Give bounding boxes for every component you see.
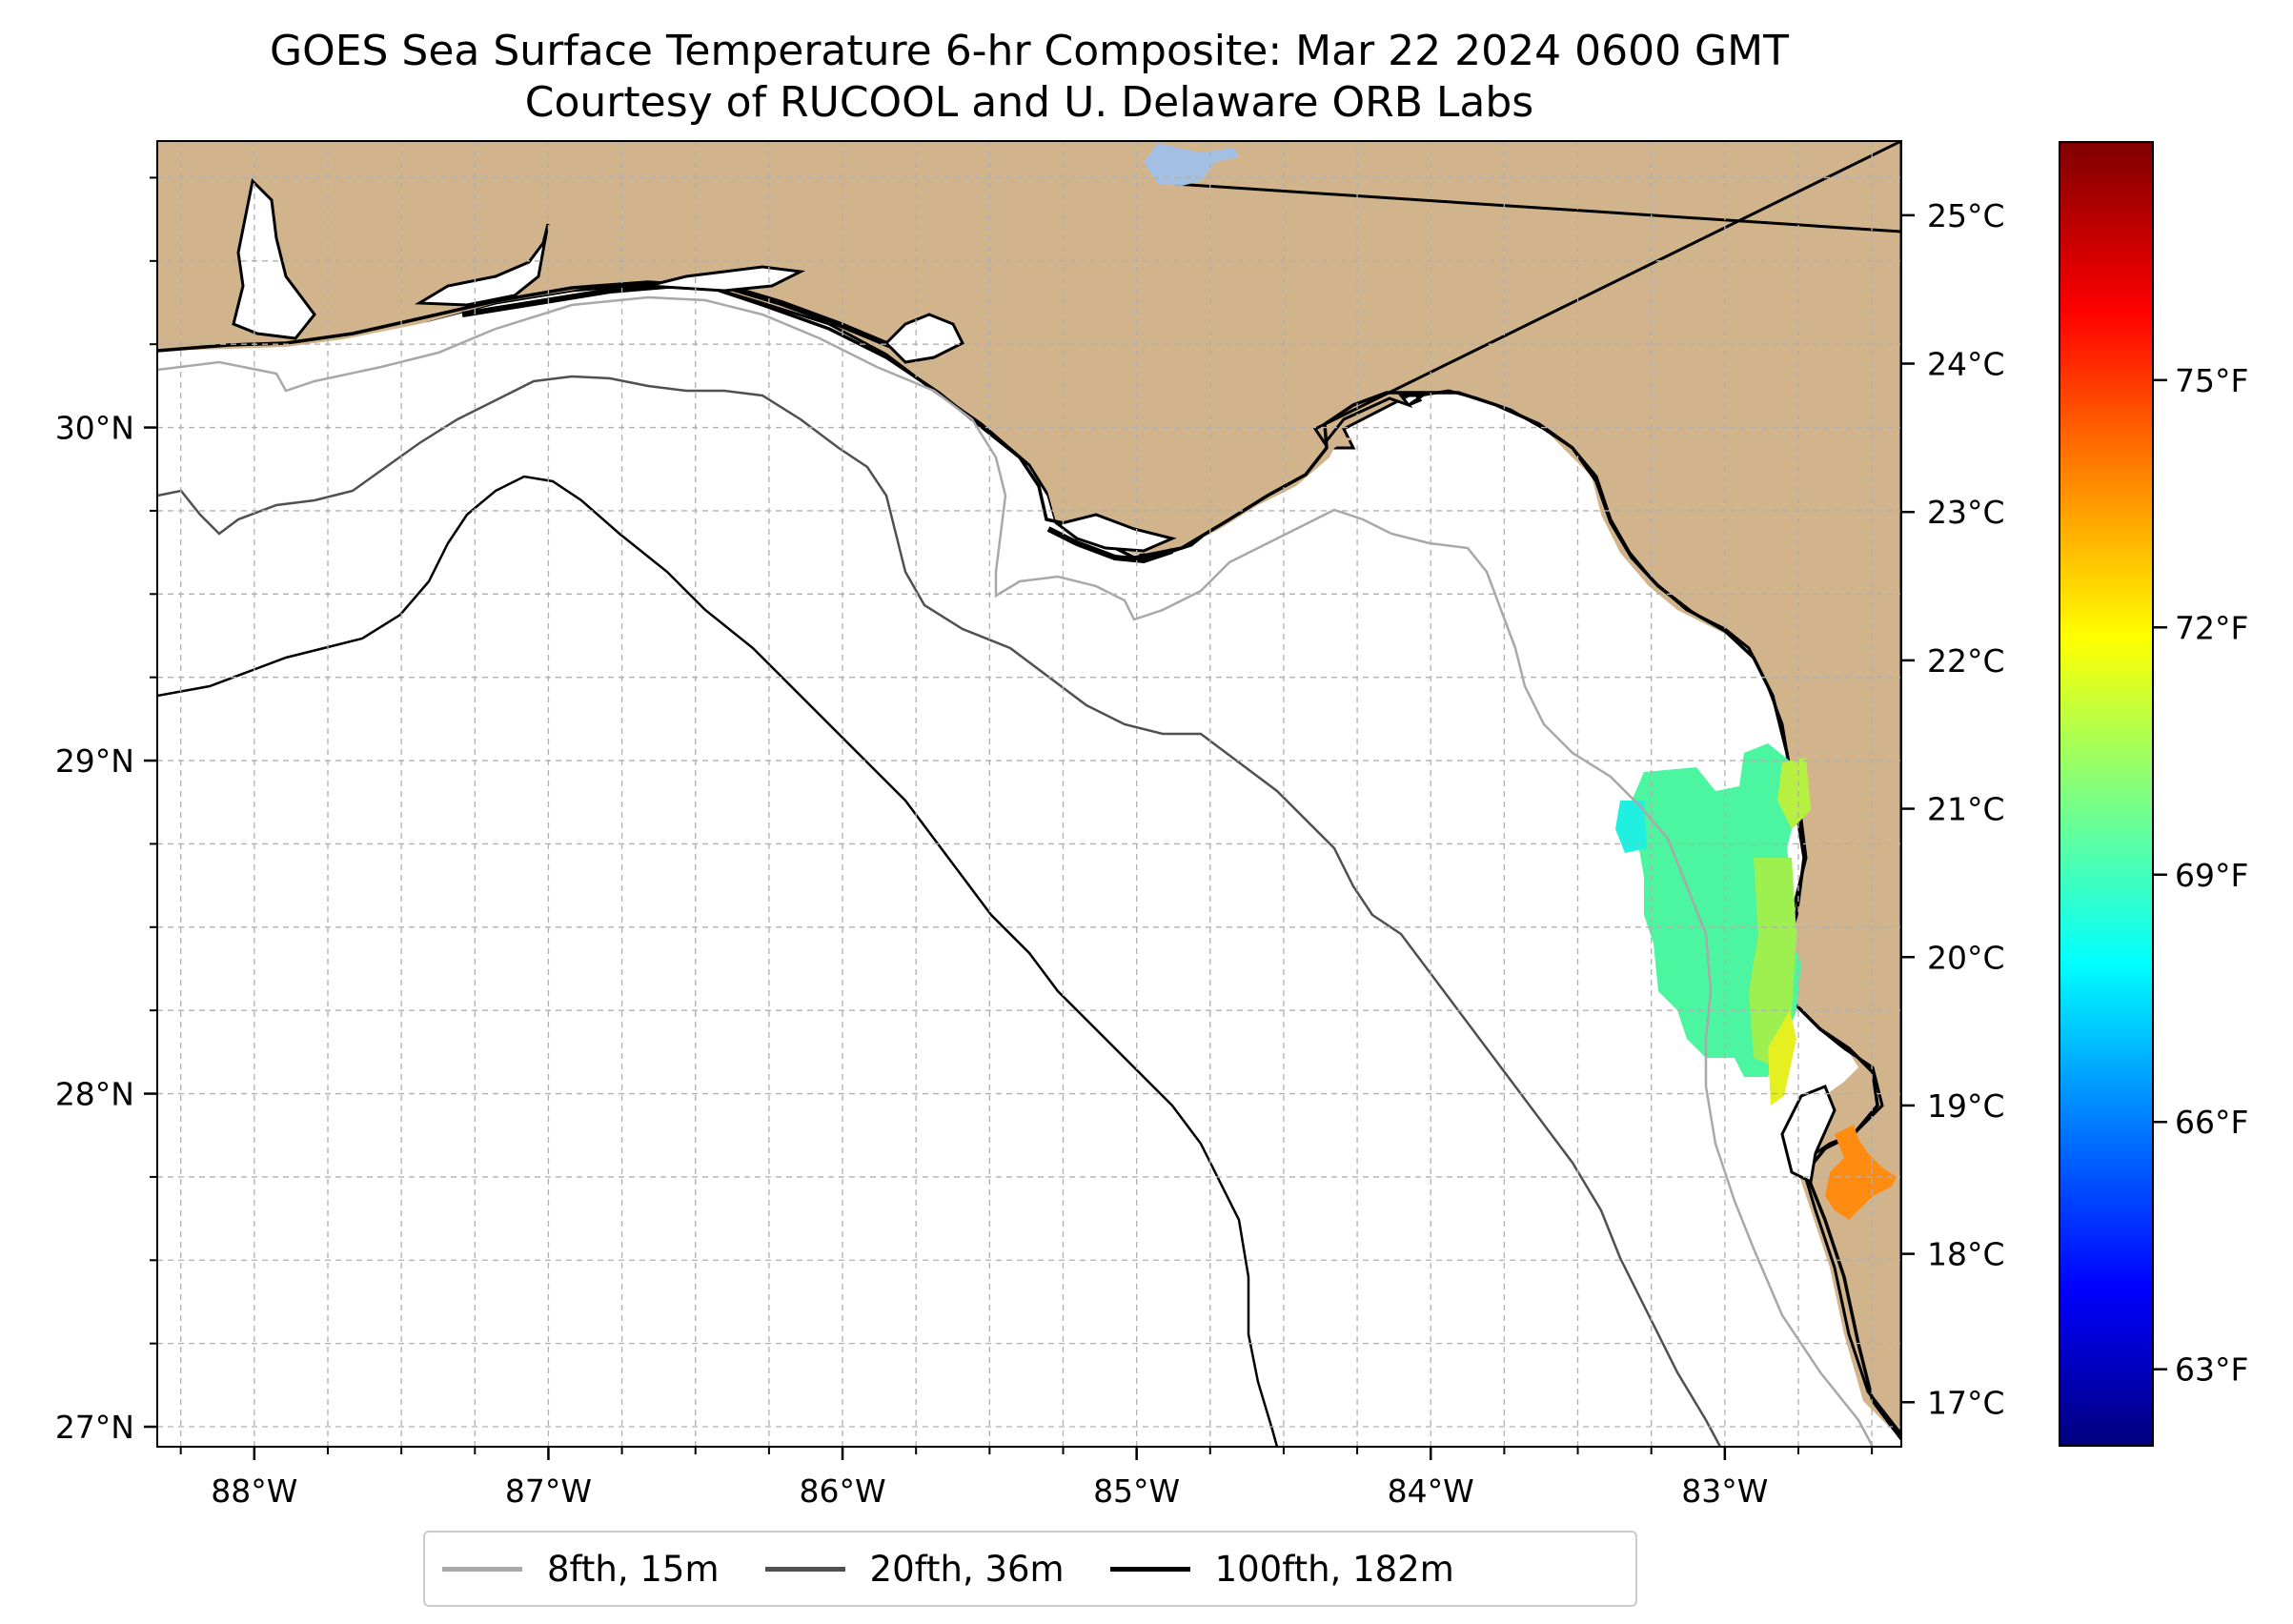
celsius-tick-label: 18°C <box>1927 1236 2005 1273</box>
fahrenheit-tick-label: 75°F <box>2175 362 2248 399</box>
colorbar-ticks: 17°C 18°C 19°C 20°C 21°C 22°C 23°C 24°C 25°C 63°F… <box>1901 197 2248 1421</box>
legend-label-100fth: 100fth, 182m <box>1214 1548 1454 1590</box>
sst-patch-green <box>1749 858 1796 1067</box>
legend-label-8fth: 8fth, 15m <box>547 1548 720 1590</box>
apalachicola-bay <box>1054 513 1177 553</box>
choctawhatchee-bay <box>647 265 806 293</box>
legend-label-20fth: 20fth, 36m <box>869 1548 1065 1590</box>
y-tick-label: 28°N <box>55 1076 134 1113</box>
gridlines <box>157 141 1901 1447</box>
contour-100fth <box>157 475 1279 1447</box>
y-tick-label: 29°N <box>55 742 134 780</box>
legend-swatch-100fth <box>1109 1566 1190 1572</box>
pensacola-bay <box>414 223 550 307</box>
fahrenheit-tick-label: 72°F <box>2175 609 2248 646</box>
fahrenheit-tick-label: 66°F <box>2175 1104 2248 1141</box>
x-tick-label: 86°W <box>799 1472 885 1510</box>
coastline <box>157 280 1901 1441</box>
x-tick-label: 87°W <box>505 1472 592 1510</box>
sst-patch-west <box>1615 801 1647 853</box>
legend-item-8fth: 8fth, 15m <box>442 1549 720 1590</box>
fahrenheit-tick-label: 69°F <box>2175 857 2248 894</box>
y-tick-label: 30°N <box>55 410 134 447</box>
sst-data <box>1615 743 1897 1220</box>
celsius-tick-label: 25°C <box>1927 197 2005 234</box>
x-tick-label: 85°W <box>1093 1472 1180 1510</box>
x-tick-label: 83°W <box>1681 1472 1768 1510</box>
legend-swatch-20fth <box>764 1566 845 1572</box>
celsius-tick-label: 24°C <box>1927 346 2005 383</box>
chart-subtitle: Courtesy of RUCOOL and U. Delaware ORB L… <box>524 78 1534 127</box>
contour-8fth <box>157 295 1875 1447</box>
legend: 8fth, 15m 20fth, 36m 100fth, 182m <box>423 1531 1637 1607</box>
celsius-tick-label: 22°C <box>1927 642 2005 680</box>
x-tick-label: 88°W <box>211 1472 297 1510</box>
celsius-tick-label: 17°C <box>1927 1384 2005 1421</box>
celsius-tick-label: 21°C <box>1927 791 2005 828</box>
state-border <box>1174 182 1901 233</box>
legend-swatch-8fth <box>442 1566 522 1572</box>
x-tick-label: 84°W <box>1388 1472 1474 1510</box>
barrier-island <box>1046 526 1173 564</box>
chart-title: GOES Sea Surface Temperature 6-hr Compos… <box>269 27 1789 75</box>
celsius-tick-label: 20°C <box>1927 939 2005 976</box>
st-andrew-bay <box>883 313 965 364</box>
legend-item-100fth: 100fth, 182m <box>1109 1548 1454 1590</box>
lake <box>1144 143 1239 186</box>
map-frame <box>156 140 1902 1448</box>
contour-20fth <box>157 375 1722 1447</box>
sst-patch-north <box>1777 758 1811 829</box>
colorbar <box>2059 141 2154 1447</box>
fahrenheit-tick-label: 63°F <box>2175 1351 2248 1389</box>
celsius-tick-label: 23°C <box>1927 494 2005 531</box>
sst-patch-yellow <box>1768 1010 1796 1106</box>
celsius-tick-label: 19°C <box>1927 1087 2005 1125</box>
axis-ticks: 88°W 87°W 86°W 85°W 84°W 83°W 30°N 29°N 28°N 27°N <box>55 176 1874 1510</box>
sst-patch-tampa <box>1825 1125 1897 1220</box>
legend-item-20fth: 20fth, 36m <box>764 1548 1065 1590</box>
y-tick-label: 27°N <box>55 1409 134 1446</box>
tampa-bay <box>1780 1085 1836 1185</box>
